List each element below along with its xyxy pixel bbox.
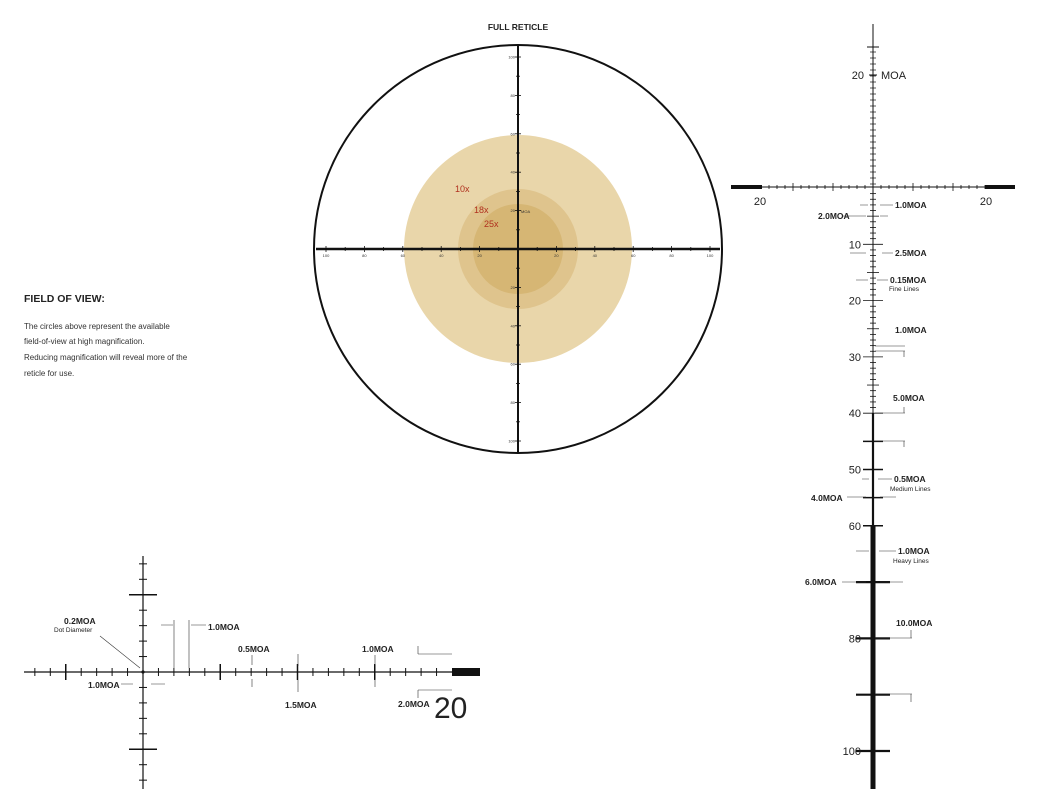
tick-label: 60: [511, 362, 516, 367]
callout: 4.0MOA: [811, 493, 843, 503]
tick-label: 20: [554, 253, 559, 258]
tick-label: 40: [511, 170, 516, 175]
callout: 1.0MOA: [208, 622, 240, 632]
full-reticle-ticks: 100 100 100 100 80 80 80 80 60 60 60 60 40 40 40 40 20 20…: [323, 55, 714, 444]
tick-label: 100: [323, 253, 330, 258]
callout: 1.0MOA: [895, 200, 927, 210]
center-dot: [141, 670, 145, 674]
callout: 1.0MOA: [362, 644, 394, 654]
scale-label: 40: [849, 408, 861, 420]
end-label: 20: [434, 692, 467, 725]
reticle-title: FULL RETICLE: [488, 22, 549, 32]
horizontal-detail-ticks: [24, 556, 480, 789]
callout: 5.0MOA: [893, 393, 925, 403]
tick-label: 80: [362, 253, 367, 258]
scale-label: 50: [849, 465, 861, 477]
scale-label: 80: [849, 633, 861, 645]
callout: 1.0MOA: [88, 680, 120, 690]
tick-label: 80: [511, 400, 516, 405]
scale-label: 100: [843, 746, 861, 758]
scale-label: 10: [849, 239, 861, 251]
scale-label: 20: [849, 296, 861, 308]
fov-heading: FIELD OF VIEW:: [24, 293, 105, 305]
tick-label: 80: [511, 93, 516, 98]
callout: 6.0MOA: [805, 577, 837, 587]
tick-label: 100: [508, 439, 515, 444]
scale-label: 20: [980, 196, 992, 208]
callout: 2.0MOA: [818, 211, 850, 221]
vertical-detail-ticks: 10 20 30 40 50 60 80 100: [731, 24, 1015, 789]
callout: 0.15MOA: [890, 275, 926, 285]
callout: 0.5MOA: [894, 474, 926, 484]
tick-label: 100: [707, 253, 714, 258]
callout: 1.0MOA: [895, 325, 927, 335]
callout-note: Dot Diameter: [54, 627, 93, 634]
callout-arrows: [842, 204, 912, 702]
callout-note: Fine Lines: [889, 286, 920, 293]
callout: 0.2MOA: [64, 616, 96, 626]
mag-label: 10x: [455, 184, 470, 194]
tick-label: 20: [511, 208, 516, 213]
fov-text: The circles above represent the availabl…: [24, 322, 170, 331]
tick-label: 20: [511, 285, 516, 290]
callout: 2.5MOA: [895, 248, 927, 258]
tick-label: 60: [631, 253, 636, 258]
fov-text: reticle for use.: [24, 369, 74, 378]
callout: 2.0MOA: [398, 699, 430, 709]
tick-label: 80: [669, 253, 674, 258]
mag-label: 18x: [474, 205, 489, 215]
scale-label: 60: [849, 521, 861, 533]
scale-label: 20: [852, 70, 864, 82]
callout: 1.0MOA: [898, 546, 930, 556]
scale-label: 20: [754, 196, 766, 208]
callout-note: Medium Lines: [890, 486, 931, 493]
tick-label: 40: [439, 253, 444, 258]
callout: 1.5MOA: [285, 700, 317, 710]
tick-label: 100: [508, 55, 515, 60]
callout-note: Heavy Lines: [893, 558, 930, 565]
scale-label: 30: [849, 352, 861, 364]
fov-text: field-of-view at high magnification.: [24, 337, 145, 346]
tick-label: 40: [593, 253, 598, 258]
tick-label: 60: [401, 253, 406, 258]
callout-arrows: [99, 620, 452, 698]
tick-label: 20: [477, 253, 482, 258]
mag-label: 25x: [484, 219, 499, 229]
center-unit: MOA: [521, 209, 530, 214]
unit-label: MOA: [881, 70, 907, 82]
tick-label: 60: [511, 131, 516, 136]
callout: 0.5MOA: [238, 644, 270, 654]
tick-label: 40: [511, 323, 516, 328]
callout: 10.0MOA: [896, 618, 932, 628]
fov-text: Reducing magnification will reveal more …: [24, 353, 188, 362]
